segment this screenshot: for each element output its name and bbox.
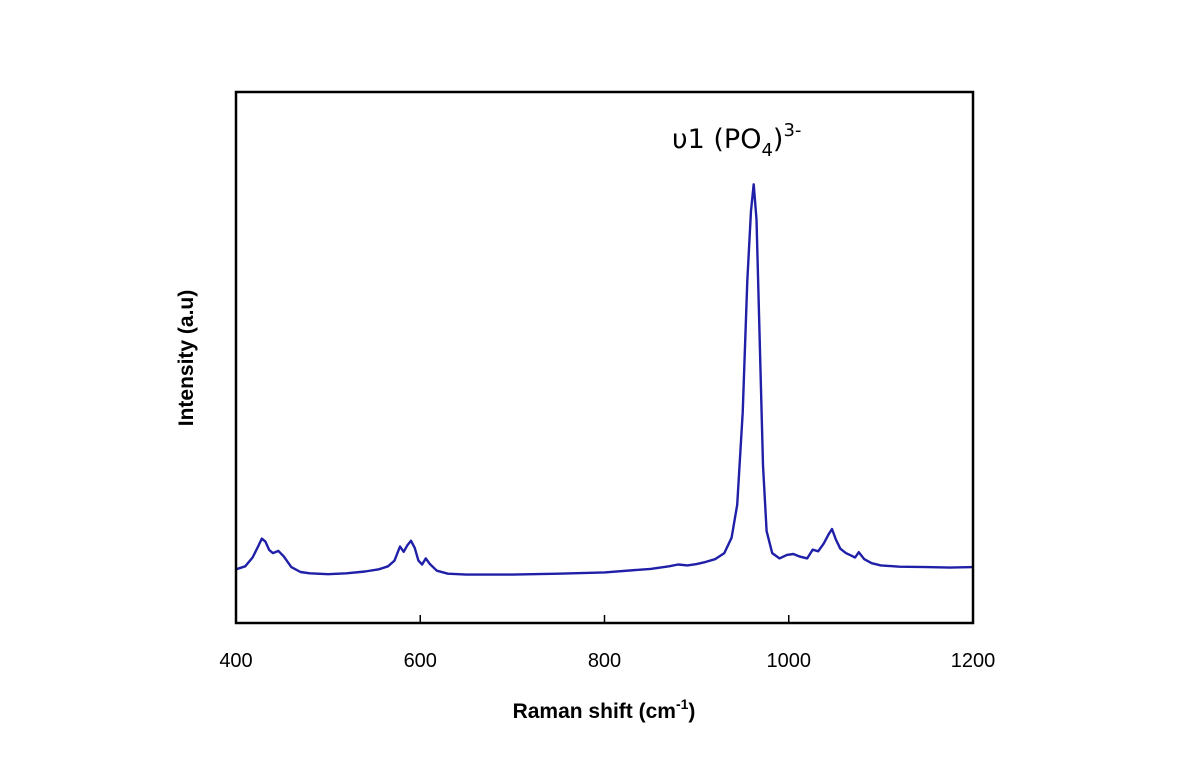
y-axis-title: Intensity (a.u) xyxy=(175,290,198,427)
peak-annotation-sub: 4 xyxy=(761,140,772,161)
x-tick-label-400: 400 xyxy=(219,650,252,672)
x-axis-tick-labels: 400 600 800 1000 1200 xyxy=(219,650,995,672)
plot-frame xyxy=(234,90,975,625)
spectrum-line xyxy=(235,183,974,576)
peak-annotation-sup: 3- xyxy=(783,120,801,141)
x-axis-title: Raman shift (cm-1) xyxy=(513,696,696,723)
x-axis-title-end: ) xyxy=(688,700,695,723)
x-tick-label-1000: 1000 xyxy=(767,650,812,672)
peak-annotation: υ1 (PO4)3- xyxy=(672,120,801,161)
peak-annotation-main: υ1 (PO xyxy=(672,124,761,155)
x-axis-title-sup: -1 xyxy=(676,696,689,712)
x-tick-label-1200: 1200 xyxy=(951,650,996,672)
x-axis-title-main: Raman shift (cm xyxy=(513,700,676,723)
x-tick-label-800: 800 xyxy=(588,650,621,672)
x-tick-label-600: 600 xyxy=(404,650,437,672)
peak-annotation-close: ) xyxy=(773,124,784,155)
